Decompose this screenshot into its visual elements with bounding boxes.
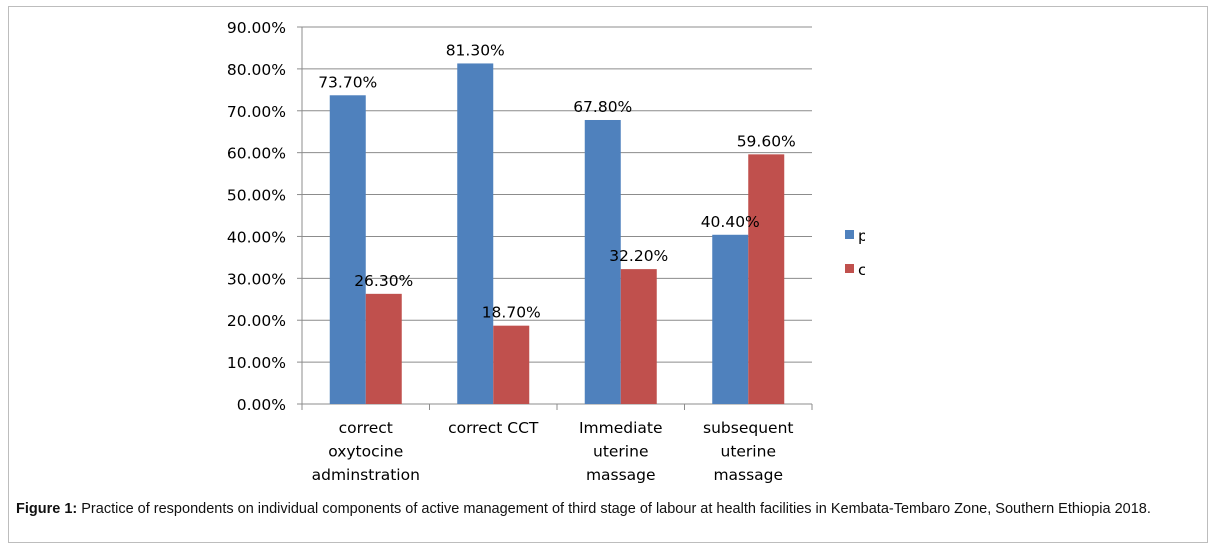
legend-label: p (858, 227, 868, 245)
legend-swatch (845, 230, 854, 239)
x-tick-label: massage (586, 466, 656, 484)
data-labels: 73.70% 81.30% 67.80% 40.40% 26.30% 18.70% 32.2… (318, 41, 796, 321)
x-tick-label: oxytocine (328, 443, 403, 461)
data-label: 67.80% (573, 98, 632, 116)
data-label: 40.40% (701, 213, 760, 231)
y-axis: 0.00% 10.00% 20.00% 30.00% 40.00% 50.00% 60.00… (227, 19, 303, 414)
x-tick-label: subsequent (703, 419, 793, 437)
y-tick-label: 30.00% (227, 270, 286, 288)
y-tick-label: 0.00% (237, 396, 286, 414)
figure-caption: Figure 1: Practice of respondents on ind… (16, 500, 1202, 519)
legend: pc (845, 227, 868, 279)
y-tick-label: 40.00% (227, 228, 286, 246)
bar (329, 95, 366, 404)
x-tick-label: adminstration (312, 466, 420, 484)
y-tick-label: 10.00% (227, 354, 286, 372)
data-label: 32.20% (609, 247, 668, 265)
y-tick-label: 70.00% (227, 103, 286, 121)
data-label: 81.30% (446, 41, 505, 59)
bar (493, 325, 530, 404)
caption-label: Figure 1: (16, 501, 78, 517)
bars (329, 63, 785, 405)
bar (712, 234, 749, 404)
y-tick-label: 50.00% (227, 187, 286, 205)
data-label: 73.70% (318, 73, 377, 91)
y-tick-label: 90.00% (227, 19, 286, 37)
bar-chart: 0.00% 10.00% 20.00% 30.00% 40.00% 50.00% 60.00… (227, 19, 868, 484)
bar (584, 119, 621, 404)
legend-swatch (845, 264, 854, 273)
x-tick-label: Immediate (579, 419, 663, 437)
bar (457, 63, 494, 405)
x-tick-label: correct CCT (448, 419, 539, 437)
x-tick-label: correct (339, 419, 393, 437)
y-tick-label: 20.00% (227, 312, 286, 330)
y-tick-label: 60.00% (227, 145, 286, 163)
x-tick-label: massage (713, 466, 783, 484)
bar (748, 154, 785, 404)
legend-label: c (858, 261, 867, 279)
bar (620, 269, 657, 404)
y-tick-label: 80.00% (227, 61, 286, 79)
bar (365, 293, 402, 404)
x-tick-label: uterine (721, 443, 776, 461)
data-label: 59.60% (737, 132, 796, 150)
caption-text: Practice of respondents on individual co… (77, 501, 1151, 517)
data-label: 26.30% (354, 272, 413, 290)
x-axis: correct oxytocine adminstration correct CCT… (301, 403, 813, 484)
x-tick-label: uterine (593, 443, 648, 461)
data-label: 18.70% (482, 304, 541, 322)
